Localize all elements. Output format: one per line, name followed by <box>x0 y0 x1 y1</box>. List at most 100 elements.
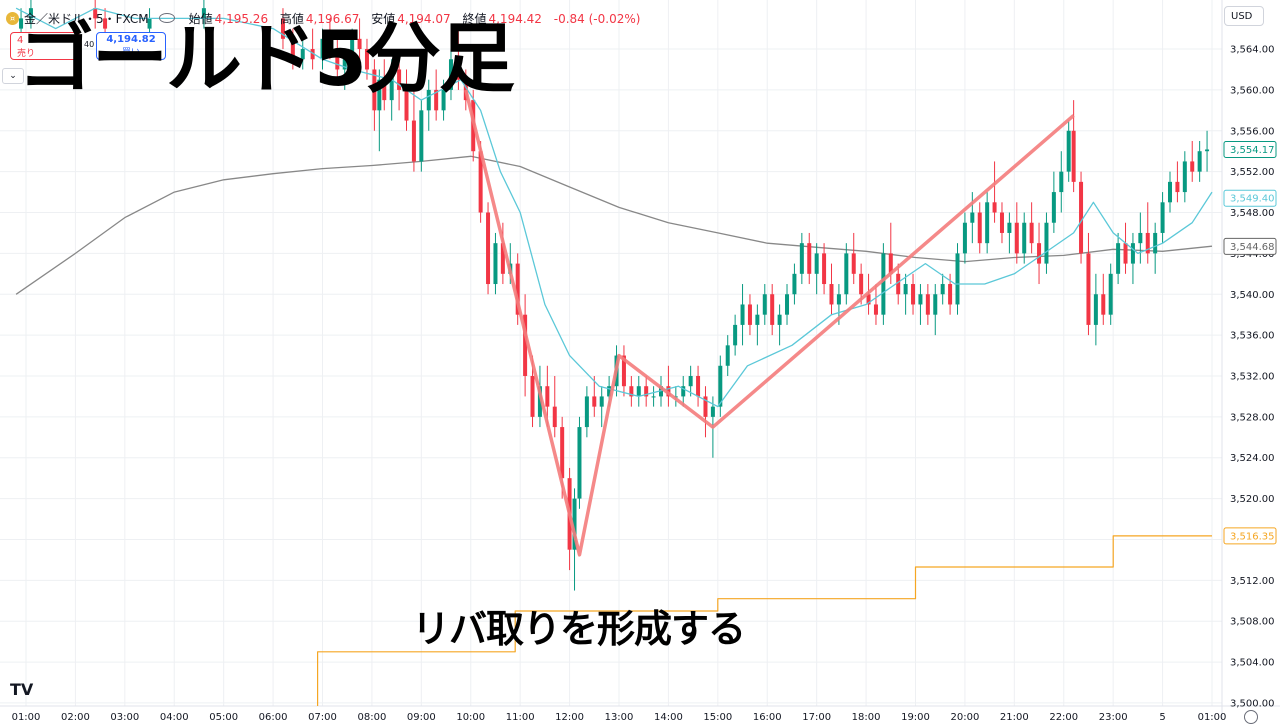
candle-body <box>310 49 315 60</box>
candle-body <box>350 38 355 60</box>
candle-body <box>903 284 908 295</box>
candle-body <box>629 386 634 397</box>
open-value: 4,195.26 <box>214 11 269 26</box>
candle-body <box>999 212 1004 233</box>
candle-body <box>1182 161 1187 193</box>
candle-body <box>770 294 775 325</box>
drawn-trend-line <box>464 89 1075 557</box>
low-label: 安値 <box>371 11 396 26</box>
time-tick-label: 20:00 <box>951 712 980 720</box>
price-tick-label: 3,540.00 <box>1230 290 1275 301</box>
candle-body <box>1138 232 1143 244</box>
candle-body <box>537 386 542 417</box>
price-tick-label: 3,500.00 <box>1230 698 1275 709</box>
candle-body <box>290 38 295 60</box>
candle-body <box>572 498 577 550</box>
candle-body <box>377 79 382 111</box>
candle-body <box>718 365 723 407</box>
candle-body <box>280 18 285 39</box>
candle-body <box>300 49 305 60</box>
candle-body <box>599 396 604 407</box>
candle-body <box>977 212 982 244</box>
currency-selector[interactable]: USD <box>1224 6 1264 26</box>
price-tag-label: 3,554.17 <box>1230 145 1275 156</box>
settings-gear-icon[interactable] <box>1244 710 1258 724</box>
candle-body <box>651 396 656 398</box>
sell-button[interactable]: 4 売り <box>10 32 80 60</box>
collapse-chevron-icon[interactable]: ⌄ <box>2 68 24 84</box>
candle-body <box>486 212 491 285</box>
candle-body <box>419 110 424 162</box>
candle-body <box>448 59 453 90</box>
candle-body <box>372 69 377 111</box>
ma-slow-line <box>15 155 1213 295</box>
candle-body <box>357 38 362 50</box>
candle-body <box>1108 273 1113 315</box>
time-tick-label: 18:00 <box>852 712 881 720</box>
candle-body <box>1051 192 1056 223</box>
candle-body <box>364 49 369 70</box>
low-value: 4,194.07 <box>397 11 451 26</box>
eye-icon[interactable] <box>158 13 175 23</box>
candle-body <box>493 243 498 285</box>
candle-body <box>434 89 439 111</box>
candle-body <box>940 284 945 295</box>
buy-button[interactable]: 4,194.82 買い <box>96 32 166 60</box>
candle-body <box>1086 253 1091 325</box>
price-tick-label: 3,504.00 <box>1230 658 1275 669</box>
candle-body <box>1153 232 1158 254</box>
high-value: 4,196.67 <box>305 11 360 26</box>
price-tick-label: 3,564.00 <box>1230 45 1275 56</box>
candle-body <box>1123 243 1128 264</box>
candle-body <box>948 284 953 305</box>
candle-body <box>335 49 340 70</box>
chart-header: ¤ 金／米ドル・5・FXCM 始値 4,195.26 高値 4,196.67 安値 4… <box>6 8 648 28</box>
time-tick-label: 07:00 <box>308 712 337 720</box>
buy-label: 買い <box>121 48 140 58</box>
price-tick-label: 3,512.00 <box>1230 576 1275 587</box>
candle-body <box>755 314 760 325</box>
candle-body <box>807 243 812 274</box>
candle-body <box>822 253 827 285</box>
candle-body <box>733 324 738 346</box>
time-tick-label: 11:00 <box>506 712 535 720</box>
candle-body <box>985 202 990 244</box>
candle-body <box>792 273 797 295</box>
time-tick-label: 15:00 <box>703 712 732 720</box>
overlay-caption: リバ取りを形成する <box>412 607 746 651</box>
price-tick-label: 3,556.00 <box>1230 126 1275 137</box>
candle-body <box>1175 181 1180 193</box>
candle-body <box>1160 202 1165 233</box>
candle-body <box>955 253 960 305</box>
candle-body <box>552 406 557 428</box>
candle-body <box>515 263 520 315</box>
candle-body <box>530 375 535 417</box>
candle-body <box>411 120 416 162</box>
time-tick-label: 05:00 <box>209 712 238 720</box>
candle-body <box>829 284 834 305</box>
candle-body <box>342 59 347 70</box>
sell-label: 売り <box>17 49 36 59</box>
candle-body <box>851 253 856 274</box>
candle-body <box>592 396 597 407</box>
price-tick-label: 3,552.00 <box>1230 167 1275 178</box>
candle-body <box>1044 222 1049 264</box>
tradingview-logo: TV <box>10 680 34 699</box>
candle-body <box>103 18 108 29</box>
candle-body <box>844 253 849 295</box>
high-label: 高値 <box>279 11 304 26</box>
time-tick-label: 01:00 <box>12 712 41 720</box>
symbol-label[interactable]: 金／米ドル・5・FXCM <box>24 11 149 26</box>
candle-body <box>397 69 402 90</box>
candle-body <box>577 427 582 499</box>
candle-body <box>785 294 790 315</box>
price-tag-label: 3,549.40 <box>1230 194 1275 205</box>
candle-body <box>1059 171 1064 193</box>
candle-body <box>881 253 886 315</box>
candle-body <box>1014 222 1019 254</box>
candle-body <box>19 18 24 29</box>
spread-value: 40 <box>84 40 95 49</box>
candle-body <box>866 294 871 305</box>
time-tick-label: 17:00 <box>802 712 831 720</box>
